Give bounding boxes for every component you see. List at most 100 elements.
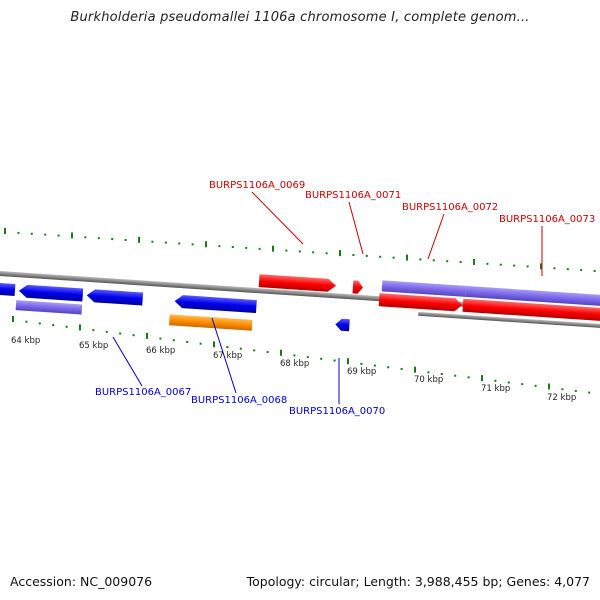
- upper-track-major-tick: [138, 236, 140, 243]
- upper-track-minor-tick: [446, 260, 449, 263]
- leader-0072: [427, 213, 445, 260]
- lower-track-minor-tick: [119, 332, 122, 335]
- upper-track-major-tick: [272, 245, 274, 252]
- lower-track-minor-tick: [52, 324, 55, 327]
- genome-summary-text: Topology: circular; Length: 3,988,455 bp…: [246, 574, 590, 589]
- upper-track-minor-tick: [566, 268, 569, 271]
- lower-track-minor-tick: [387, 366, 390, 369]
- gene-arrow-0070[interactable]: [335, 318, 350, 332]
- gene-arrow-0071[interactable]: [352, 280, 363, 294]
- lower-track-major-tick: [12, 316, 14, 322]
- gene-arrow-0069[interactable]: [258, 274, 337, 292]
- cds-bar-0072[interactable]: [381, 280, 467, 297]
- lower-track-major-tick: [414, 366, 416, 373]
- upper-track-minor-tick: [432, 259, 435, 262]
- lower-track-minor-tick: [494, 379, 497, 382]
- backbone-lower-segment: [418, 311, 600, 331]
- lower-track-minor-tick: [427, 371, 430, 374]
- lower-track-minor-tick: [293, 354, 296, 357]
- cds-bar-0073[interactable]: [465, 285, 600, 307]
- gene-arrow-0066b[interactable]: [86, 289, 144, 306]
- upper-track-minor-tick: [325, 252, 328, 255]
- lower-track-minor-tick: [333, 359, 336, 362]
- upper-track-minor-tick: [245, 246, 248, 249]
- lower-track-minor-tick: [561, 388, 564, 391]
- lower-track-minor-tick: [373, 364, 376, 367]
- gene-arrow-0067[interactable]: [174, 295, 257, 314]
- lower-track-minor-tick: [65, 325, 68, 328]
- upper-track-minor-tick: [231, 246, 234, 249]
- upper-track-minor-tick: [111, 238, 114, 241]
- lower-track-minor-tick: [105, 330, 108, 333]
- upper-track-major-tick: [71, 232, 73, 239]
- leader-0069: [251, 191, 304, 245]
- leader-0068: [211, 317, 237, 394]
- lower-track-major-tick: [213, 341, 215, 348]
- upper-track-minor-tick: [218, 245, 221, 248]
- lower-track-minor-tick: [226, 346, 229, 349]
- upper-track-minor-tick: [593, 269, 596, 272]
- upper-track-minor-tick: [580, 269, 583, 272]
- lower-track-minor-tick: [266, 351, 269, 354]
- label-gene-0071[interactable]: BURPS1106A_0071: [305, 190, 401, 201]
- upper-track-minor-tick: [486, 262, 489, 265]
- upper-track-minor-tick: [97, 237, 100, 240]
- label-gene-0070[interactable]: BURPS1106A_0070: [289, 406, 385, 417]
- lower-track-minor-tick: [360, 362, 363, 365]
- label-gene-0069[interactable]: BURPS1106A_0069: [209, 180, 305, 191]
- upper-track-minor-tick: [258, 247, 261, 250]
- scale-label-71: 71 kbp: [481, 384, 510, 394]
- upper-track-minor-tick: [17, 231, 20, 234]
- label-gene-0072[interactable]: BURPS1106A_0072: [402, 202, 498, 213]
- lower-track-minor-tick: [92, 329, 95, 332]
- lower-track-major-tick: [347, 358, 349, 365]
- upper-track-minor-tick: [513, 264, 516, 267]
- chromosome-frame: [0, 269, 600, 332]
- scale-label-66: 66 kbp: [146, 346, 175, 356]
- scale-label-69: 69 kbp: [347, 367, 376, 377]
- lower-track-minor-tick: [239, 347, 242, 350]
- lower-track-minor-tick: [38, 322, 41, 325]
- gene-bar-0068[interactable]: [168, 314, 253, 331]
- upper-track-minor-tick: [151, 240, 154, 243]
- upper-track-minor-tick: [526, 265, 529, 268]
- lower-track-minor-tick: [186, 340, 189, 343]
- leader-0071: [348, 201, 364, 255]
- lower-track-minor-tick: [320, 357, 323, 360]
- lower-track-minor-tick: [132, 334, 135, 337]
- label-gene-0073[interactable]: BURPS1106A_0073: [499, 214, 595, 225]
- label-leaders: [112, 191, 543, 404]
- upper-track-major-tick: [540, 263, 542, 270]
- lower-track-major-tick: [548, 383, 550, 390]
- lower-track-minor-tick: [440, 373, 443, 376]
- upper-track-minor-tick: [419, 258, 422, 261]
- cds-bar-0066[interactable]: [15, 300, 83, 315]
- lower-track-minor-tick: [521, 383, 524, 386]
- upper-track-minor-tick: [553, 267, 556, 270]
- gene-arrow-0073[interactable]: [462, 298, 600, 323]
- upper-track-minor-tick: [164, 241, 167, 244]
- upper-track-minor-tick: [285, 249, 288, 252]
- upper-track-major-tick: [4, 228, 6, 234]
- scale-label-64: 64 kbp: [11, 336, 40, 346]
- gene-arrow-0072[interactable]: [378, 293, 463, 312]
- upper-track-minor-tick: [365, 254, 368, 257]
- upper-track-minor-tick: [312, 251, 315, 254]
- upper-track-minor-tick: [379, 255, 382, 258]
- gene-arrow-0065-partial[interactable]: [0, 282, 16, 297]
- gene-arrow-0066a[interactable]: [18, 284, 84, 302]
- scale-label-68: 68 kbp: [280, 359, 309, 369]
- label-gene-0068[interactable]: BURPS1106A_0068: [191, 395, 287, 406]
- upper-tick-track: [4, 228, 596, 272]
- lower-track-minor-tick: [454, 374, 457, 377]
- upper-track-minor-tick: [178, 242, 181, 245]
- lower-track-minor-tick: [534, 384, 537, 387]
- lower-track-minor-tick: [588, 391, 591, 394]
- lower-track-minor-tick: [574, 389, 577, 392]
- lower-track-major-tick: [280, 349, 282, 356]
- accession-text: Accession: NC_009076: [10, 574, 153, 589]
- upper-track-minor-tick: [30, 232, 33, 235]
- label-gene-0067[interactable]: BURPS1106A_0067: [95, 387, 191, 398]
- upper-track-minor-tick: [44, 233, 47, 236]
